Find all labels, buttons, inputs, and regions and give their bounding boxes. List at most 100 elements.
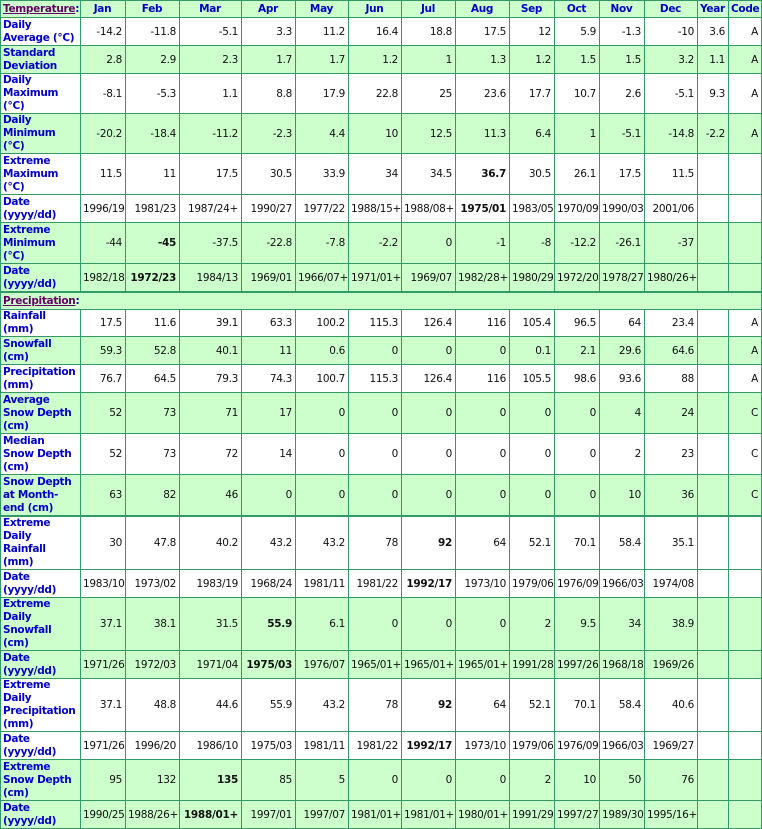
column-header-may: May <box>295 0 349 18</box>
table-cell: 63 <box>80 474 126 517</box>
temperature-link[interactable]: Temperature <box>3 3 76 15</box>
table-cell: 1976/07 <box>295 650 349 679</box>
table-cell <box>697 678 729 732</box>
table-cell: 135 <box>179 759 242 801</box>
table-cell <box>697 474 729 517</box>
table-row: Daily Minimum (°C) -20.2 -18.4 -11.2 -2.3 4.4… <box>0 113 762 154</box>
row-label: Daily Average (°C) <box>0 17 81 46</box>
table-cell: 0 <box>509 474 555 517</box>
table-cell: 0 <box>401 433 456 475</box>
table-cell: 17.5 <box>179 153 242 195</box>
table-cell <box>728 153 762 195</box>
table-cell <box>697 392 729 434</box>
table-cell: 1980/01+ <box>455 800 510 829</box>
table-cell: 82 <box>125 474 180 517</box>
table-cell: 1984/13 <box>179 263 242 293</box>
table-cell: 3.6 <box>697 17 729 46</box>
table-cell: 10 <box>554 759 600 801</box>
table-cell: 55.9 <box>241 597 296 651</box>
row-label: Extreme Maximum (°C) <box>0 153 81 195</box>
table-cell: 1.5 <box>554 45 600 74</box>
table-cell: A <box>728 17 762 46</box>
table-cell: 9.3 <box>697 73 729 114</box>
table-cell: 0 <box>348 392 402 434</box>
table-cell <box>697 433 729 475</box>
table-cell: 95 <box>80 759 126 801</box>
table-row: Snow Depth at Month-end (cm) 63 82 46 0 0 0 0 0 0… <box>0 474 762 517</box>
table-cell: 34 <box>348 153 402 195</box>
table-row: Median Snow Depth (cm) 52 73 72 14 0 0 0 0 0 0 2 23 C <box>0 433 762 475</box>
table-cell: 1971/26 <box>80 731 126 760</box>
table-cell: 1.7 <box>241 45 296 74</box>
table-cell: -11.8 <box>125 17 180 46</box>
table-cell: 4.4 <box>295 113 349 154</box>
table-cell: -1 <box>455 222 510 264</box>
table-cell: 1 <box>401 45 456 74</box>
row-label: Extreme Minimum (°C) <box>0 222 81 264</box>
table-cell: 1976/09 <box>554 731 600 760</box>
table-cell: 52 <box>80 433 126 475</box>
header-row: Temperature: Jan Feb Mar Apr May Jun Jul Aug Sep… <box>0 0 762 18</box>
table-cell <box>697 759 729 801</box>
table-cell: 47.8 <box>125 515 180 570</box>
column-header-year: Year <box>697 0 729 18</box>
table-cell <box>697 515 729 570</box>
table-cell: 1980/26+ <box>644 263 698 293</box>
table-cell: -8.1 <box>80 73 126 114</box>
table-row: Daily Maximum (°C) -8.1 -5.3 1.1 8.8 17.9 22.8… <box>0 73 762 114</box>
table-cell <box>728 678 762 732</box>
row-label: Standard Deviation <box>0 45 81 74</box>
column-header-aug: Aug <box>455 0 510 18</box>
table-cell: 72 <box>179 433 242 475</box>
row-label: Median Snow Depth (cm) <box>0 433 81 475</box>
table-cell: 2 <box>509 597 555 651</box>
table-cell: 6.1 <box>295 597 349 651</box>
table-cell: 1978/27 <box>599 263 645 293</box>
table-cell: 11.3 <box>455 113 510 154</box>
table-cell: 126.4 <box>401 364 456 393</box>
table-cell: 43.2 <box>241 515 296 570</box>
table-cell: 39.1 <box>179 309 242 337</box>
table-cell: 1973/10 <box>455 731 510 760</box>
row-label: Extreme Daily Rainfall (mm) <box>0 515 81 570</box>
table-cell <box>728 222 762 264</box>
table-cell: 37.1 <box>80 597 126 651</box>
table-cell: -2.2 <box>697 113 729 154</box>
column-header-nov: Nov <box>599 0 645 18</box>
table-cell: 116 <box>455 309 510 337</box>
table-cell: 30.5 <box>241 153 296 195</box>
table-cell: 0 <box>455 433 510 475</box>
table-cell: 0 <box>348 597 402 651</box>
column-header-oct: Oct <box>554 0 600 18</box>
table-cell: 5.9 <box>554 17 600 46</box>
table-cell: 36.7 <box>455 153 510 195</box>
table-cell: 10 <box>348 113 402 154</box>
table-cell <box>728 759 762 801</box>
table-cell <box>697 336 729 365</box>
table-cell: 1997/01 <box>241 800 296 829</box>
table-cell: 1969/26 <box>644 650 698 679</box>
table-cell: 16.4 <box>348 17 402 46</box>
precipitation-link[interactable]: Precipitation <box>3 295 76 307</box>
table-cell: 1.2 <box>348 45 402 74</box>
table-cell: 1965/01+ <box>348 650 402 679</box>
table-cell: 48.8 <box>125 678 180 732</box>
table-cell: -14.2 <box>80 17 126 46</box>
table-cell <box>697 194 729 223</box>
row-label: Average Snow Depth (cm) <box>0 392 81 434</box>
table-row: Date (yyyy/dd) 1971/26 1972/03 1971/04 1975/… <box>0 650 762 679</box>
table-row: Extreme Snow Depth (cm) 95 132 135 85 5 0 0 0 2 10… <box>0 759 762 801</box>
row-label: Daily Minimum (°C) <box>0 113 81 154</box>
table-cell <box>697 800 729 829</box>
table-cell <box>697 364 729 393</box>
table-cell: 2.3 <box>179 45 242 74</box>
table-cell: 59.3 <box>80 336 126 365</box>
row-label: Date (yyyy/dd) <box>0 263 81 293</box>
row-label: Extreme Daily Snowfall (cm) <box>0 597 81 651</box>
table-cell <box>728 569 762 598</box>
table-row: Date (yyyy/dd) 1990/25 1988/26+ 1988/01+ 199… <box>0 800 762 829</box>
table-cell: 85 <box>241 759 296 801</box>
table-cell: -26.1 <box>599 222 645 264</box>
table-cell: 0 <box>554 433 600 475</box>
table-cell: 105.4 <box>509 309 555 337</box>
